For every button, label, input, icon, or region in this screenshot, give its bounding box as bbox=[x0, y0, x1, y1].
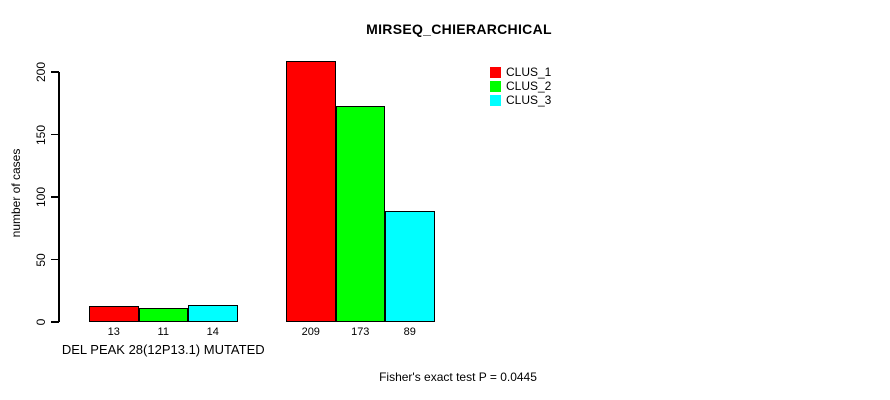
y-tick-mark bbox=[51, 258, 59, 261]
y-tick-label: 200 bbox=[34, 61, 48, 83]
bar-value-label: 14 bbox=[206, 326, 219, 338]
bar-value-label: 89 bbox=[403, 326, 416, 338]
y-tick-label: 100 bbox=[34, 186, 48, 208]
chart-title: MIRSEQ_CHIERARCHICAL bbox=[366, 21, 552, 37]
legend-label: CLUS_3 bbox=[506, 93, 552, 107]
legend-swatch-icon bbox=[490, 94, 501, 106]
legend-label: CLUS_2 bbox=[506, 79, 552, 93]
legend-item: CLUS_2 bbox=[490, 79, 551, 93]
bar-value-label: 11 bbox=[157, 326, 169, 338]
y-tick-mark bbox=[51, 196, 59, 198]
y-tick-mark bbox=[51, 71, 59, 73]
y-tick-mark bbox=[51, 321, 59, 323]
legend-item: CLUS_3 bbox=[490, 93, 551, 107]
y-tick-label: 150 bbox=[34, 124, 48, 145]
bar-clus_1-group1 bbox=[89, 305, 139, 322]
y-axis-label: number of cases bbox=[9, 148, 23, 238]
legend-swatch-icon bbox=[490, 80, 501, 92]
y-tick-mark bbox=[51, 133, 59, 136]
bar-clus_3-group1 bbox=[188, 304, 238, 322]
bar-clus_3-group2 bbox=[385, 210, 435, 322]
x-group-label: DEL PEAK 28(12P13.1) MUTATED bbox=[61, 342, 265, 357]
bar-clus_2-group2 bbox=[335, 105, 385, 322]
bar-clus_1-group2 bbox=[286, 60, 336, 322]
bar-value-label: 13 bbox=[107, 326, 120, 338]
y-tick-label: 50 bbox=[34, 252, 48, 267]
bar-value-label: 209 bbox=[301, 326, 320, 338]
legend-label: CLUS_1 bbox=[506, 65, 552, 79]
legend: CLUS_1 CLUS_2 CLUS_3 bbox=[490, 65, 551, 107]
bar-value-label: 173 bbox=[351, 326, 370, 338]
legend-swatch-icon bbox=[490, 66, 501, 78]
y-tick-label: 0 bbox=[34, 318, 48, 326]
legend-item: CLUS_1 bbox=[490, 65, 551, 79]
stat-annotation: Fisher's exact test P = 0.0445 bbox=[379, 370, 537, 384]
bar-clus_2-group1 bbox=[138, 308, 188, 322]
